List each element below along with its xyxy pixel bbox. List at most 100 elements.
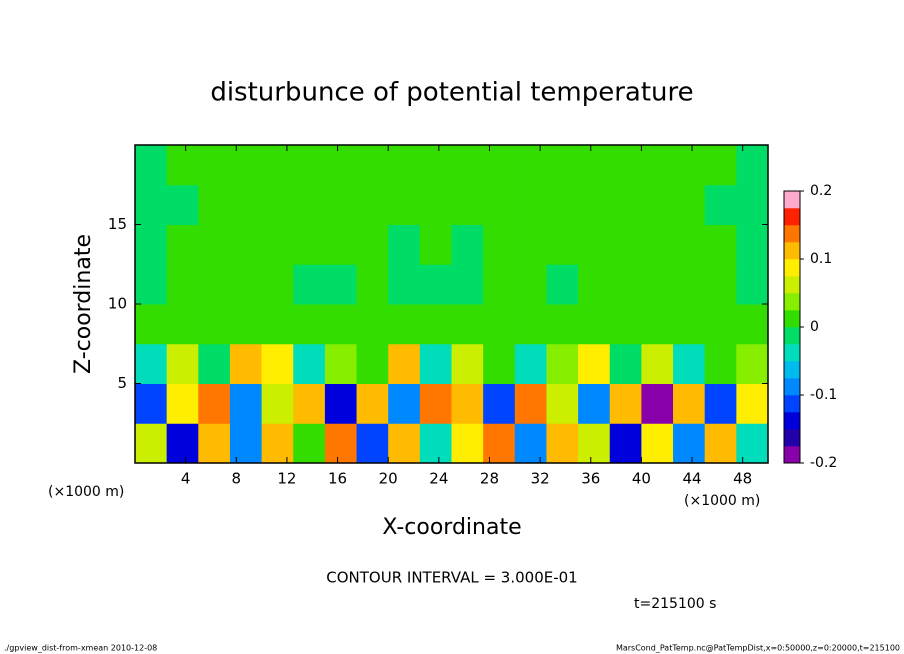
x-tick-label: 12 bbox=[277, 470, 296, 488]
cell bbox=[356, 224, 389, 265]
cell bbox=[324, 304, 358, 345]
cell bbox=[388, 343, 421, 384]
cell bbox=[483, 304, 516, 345]
colorbar-swatch bbox=[784, 446, 800, 464]
cell bbox=[546, 264, 579, 305]
cell bbox=[261, 184, 294, 225]
x-tick-label: 32 bbox=[531, 470, 550, 488]
colorbar-swatch bbox=[784, 429, 800, 447]
cell bbox=[641, 383, 674, 424]
cell bbox=[609, 304, 642, 345]
cell bbox=[483, 264, 516, 305]
colorbar-tick-label: 0.2 bbox=[810, 183, 832, 199]
cell bbox=[736, 224, 769, 265]
cell bbox=[704, 423, 737, 464]
cell bbox=[736, 423, 769, 464]
cell bbox=[609, 145, 642, 186]
cell bbox=[451, 184, 484, 225]
colorbar-swatch bbox=[784, 395, 800, 413]
cell bbox=[609, 264, 642, 305]
cell bbox=[388, 264, 421, 305]
cell bbox=[546, 224, 579, 265]
cell bbox=[324, 224, 358, 265]
cell bbox=[356, 145, 389, 186]
x-tick-label: 20 bbox=[379, 470, 398, 488]
cell bbox=[736, 184, 769, 225]
cell bbox=[704, 343, 737, 384]
cell bbox=[293, 184, 326, 225]
cell bbox=[198, 184, 231, 225]
cell bbox=[736, 304, 769, 345]
colorbar-swatch bbox=[784, 327, 800, 345]
cell bbox=[135, 145, 168, 186]
cell bbox=[324, 264, 358, 305]
cell bbox=[673, 264, 706, 305]
cell bbox=[483, 383, 516, 424]
cell bbox=[514, 304, 547, 345]
cell bbox=[135, 264, 168, 305]
cell bbox=[514, 423, 547, 464]
cell bbox=[673, 224, 706, 265]
cell bbox=[704, 264, 737, 305]
cell bbox=[736, 343, 769, 384]
cell bbox=[261, 423, 294, 464]
cell bbox=[356, 423, 389, 464]
colorbar-swatch bbox=[784, 208, 800, 226]
cell bbox=[673, 304, 706, 345]
cell bbox=[198, 264, 231, 305]
cell bbox=[261, 264, 294, 305]
cell bbox=[261, 145, 294, 186]
cell bbox=[578, 184, 611, 225]
cell bbox=[166, 145, 199, 186]
cell bbox=[704, 184, 737, 225]
cell bbox=[261, 224, 294, 265]
cell bbox=[641, 224, 674, 265]
cell bbox=[419, 343, 452, 384]
y-axis-label: Z-coordinate bbox=[71, 234, 96, 374]
colorbar-swatch bbox=[784, 276, 800, 294]
cell bbox=[419, 145, 452, 186]
colorbar-swatch bbox=[784, 293, 800, 311]
cell bbox=[388, 304, 421, 345]
cell bbox=[198, 145, 231, 186]
cell bbox=[166, 383, 199, 424]
cell bbox=[229, 383, 263, 424]
colorbar-swatch bbox=[784, 242, 800, 260]
cell bbox=[609, 224, 642, 265]
cell bbox=[451, 383, 484, 424]
cell bbox=[293, 145, 326, 186]
cell bbox=[578, 304, 611, 345]
cell bbox=[198, 343, 231, 384]
cell bbox=[324, 383, 358, 424]
y-tick-label: 15 bbox=[108, 215, 127, 233]
colorbar-swatch bbox=[784, 191, 800, 209]
contour-note: CONTOUR INTERVAL = 3.000E-01 bbox=[326, 569, 577, 587]
footer-left: ./gpview_dist-from-xmean 2010-12-08 bbox=[4, 644, 157, 653]
cell bbox=[451, 264, 484, 305]
cell bbox=[673, 145, 706, 186]
cell bbox=[546, 383, 579, 424]
cell bbox=[578, 383, 611, 424]
colorbar-tick-label: 0.1 bbox=[810, 251, 832, 267]
cell bbox=[293, 383, 326, 424]
cell bbox=[198, 383, 231, 424]
cell bbox=[673, 184, 706, 225]
cell bbox=[641, 145, 674, 186]
cell bbox=[135, 423, 168, 464]
cell bbox=[451, 423, 484, 464]
cell bbox=[388, 423, 421, 464]
cell bbox=[324, 343, 358, 384]
cell bbox=[356, 184, 389, 225]
cell bbox=[546, 343, 579, 384]
cell bbox=[483, 184, 516, 225]
cell bbox=[229, 423, 263, 464]
colorbar-swatch bbox=[784, 310, 800, 328]
cell bbox=[198, 224, 231, 265]
x-tick-label: 24 bbox=[429, 470, 448, 488]
cell bbox=[135, 304, 168, 345]
cell bbox=[419, 224, 452, 265]
cell bbox=[451, 224, 484, 265]
cell bbox=[166, 304, 199, 345]
colorbar-tick-label: -0.1 bbox=[810, 387, 837, 403]
